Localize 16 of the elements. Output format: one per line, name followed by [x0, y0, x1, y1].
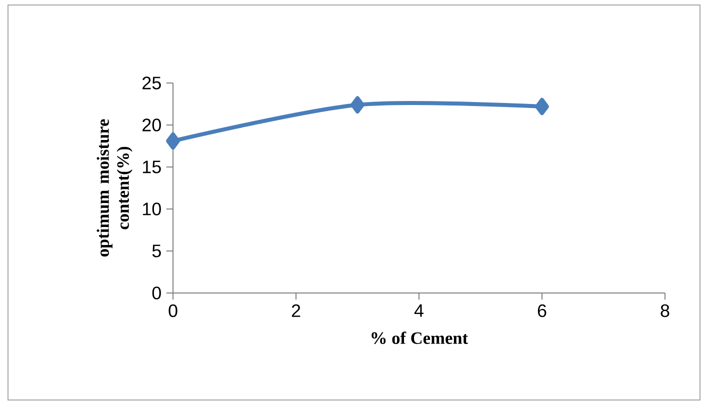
y-tick-label: 10	[142, 202, 161, 216]
x-tick-label: 8	[660, 304, 670, 318]
y-tick-label: 0	[152, 286, 161, 300]
y-tick-label: 20	[142, 118, 161, 132]
x-tick-label: 2	[292, 304, 300, 317]
point	[350, 96, 364, 114]
x-tick-label: 4	[414, 304, 424, 317]
x-tick-label: 6	[538, 304, 546, 318]
x-tick-label: 0	[168, 304, 178, 318]
point	[166, 132, 180, 150]
point	[534, 98, 549, 116]
y-tick-label: 5	[152, 244, 161, 258]
y-axis-title: optimum moisture content(%)	[96, 119, 132, 256]
x-axis-title: % of Cement	[372, 332, 468, 344]
y-tick-label: 15	[142, 160, 161, 174]
y-tick-label: 25	[142, 76, 161, 90]
